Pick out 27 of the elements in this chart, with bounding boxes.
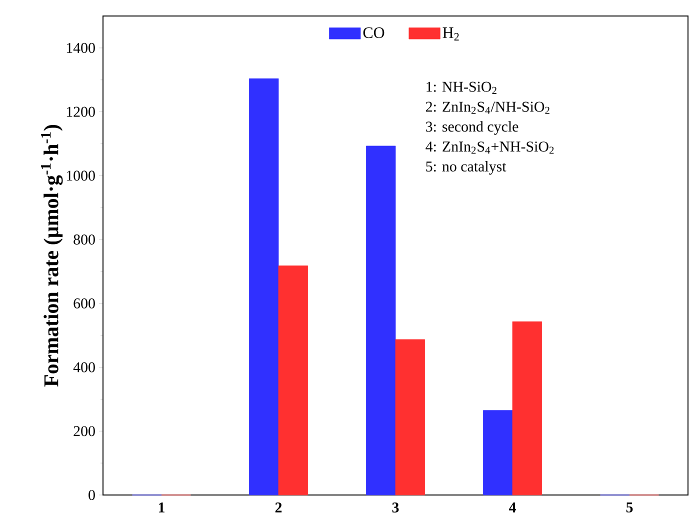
y-tick-label: 1400 bbox=[66, 42, 95, 53]
legend-label: CO bbox=[363, 27, 384, 38]
bar bbox=[366, 146, 396, 496]
y-tick-label: 800 bbox=[74, 234, 95, 245]
bar bbox=[395, 339, 425, 496]
bar bbox=[483, 410, 513, 496]
bar bbox=[249, 78, 279, 496]
bar bbox=[512, 321, 542, 496]
x-tick-label: 4 bbox=[508, 502, 516, 512]
y-tick-label: 400 bbox=[73, 362, 95, 372]
y-axis-title: Formation rate (µmol·g$^{-1}$·h$^{-1}$) bbox=[40, 124, 63, 387]
y-tick-label: 1200 bbox=[66, 106, 95, 117]
y-tick-label: 1000 bbox=[66, 170, 95, 181]
y-tick-label: 600 bbox=[74, 298, 95, 308]
annotation: 2: ZnIn$_{2}$S$_{4}$/NH-SiO$_{2}$ bbox=[426, 102, 550, 114]
x-tick-label: 1 bbox=[158, 502, 164, 512]
x-tick-label: 3 bbox=[392, 502, 399, 513]
y-tick-label: 200 bbox=[74, 426, 95, 436]
legend-label: H$_{2}$ bbox=[442, 27, 459, 40]
bar bbox=[278, 266, 308, 496]
x-tick-label: 5 bbox=[626, 502, 633, 512]
x-tick-label: 2 bbox=[275, 502, 282, 512]
annotation: 3: second cycle bbox=[426, 121, 518, 135]
annotation: 5: no catalyst bbox=[426, 161, 506, 175]
annotation: 1: NH-SiO$_{2}$ bbox=[426, 82, 496, 94]
y-tick-label: 0 bbox=[88, 490, 95, 500]
annotation: 4: ZnIn$_{2}$S$_{4}$+NH-SiO$_{2}$ bbox=[426, 142, 554, 154]
